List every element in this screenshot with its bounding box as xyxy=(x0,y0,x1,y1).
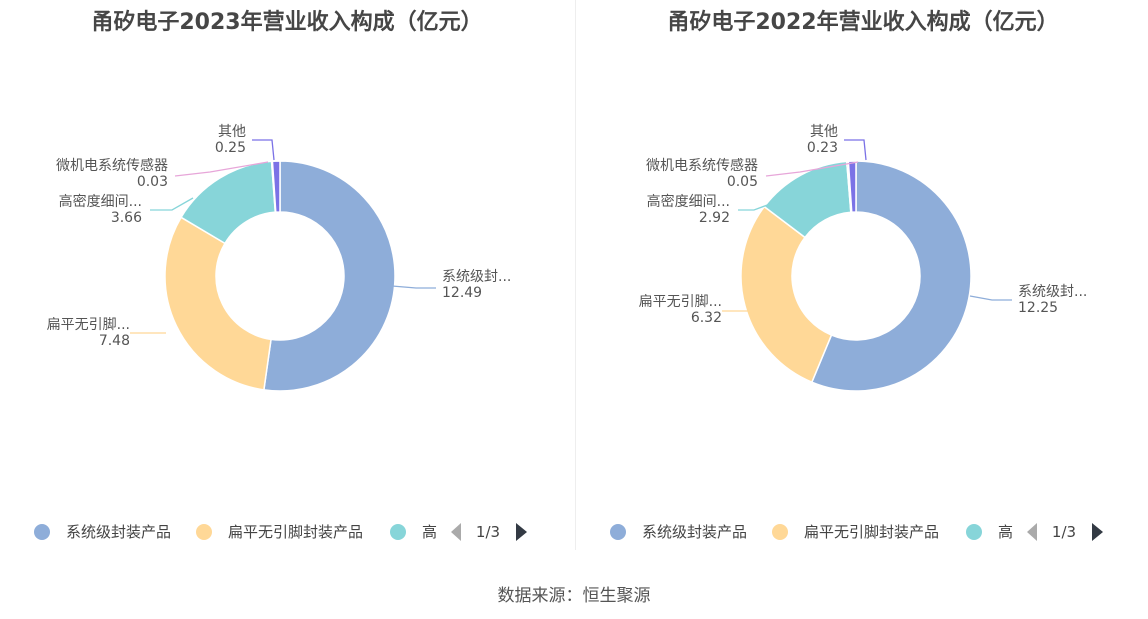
legend-item-label[interactable]: 系统级封装产品 xyxy=(642,523,747,541)
slice-label-name: 高密度细间... xyxy=(647,193,730,210)
slice-label-value: 12.49 xyxy=(442,285,482,301)
slice-label-value: 0.05 xyxy=(727,174,758,190)
pie-slice[interactable] xyxy=(263,160,396,392)
donut-chart-2022: 系统级封...12.25 扁平无引脚...6.32 高密度细间...2.92 微机电系… xyxy=(610,124,1103,541)
data-source: 数据来源：恒生聚源 xyxy=(497,586,651,606)
slice-label-value: 3.66 xyxy=(111,210,142,226)
label-leader-line xyxy=(765,161,859,177)
slice-label-name: 系统级封... xyxy=(1018,284,1087,300)
label-leader-line xyxy=(150,197,194,211)
legend-page-indicator: 1/3 xyxy=(1052,523,1076,541)
legend-marker[interactable] xyxy=(772,524,788,540)
label-leader-line xyxy=(844,139,867,161)
donut-slices xyxy=(164,160,396,392)
chart-panel-2022: 甬矽电子2022年营业收入构成（亿元） 系统级封... 12.25 扁平无引脚...… xyxy=(576,0,1148,560)
chart-title: 甬矽电子2023年营业收入构成（亿元） xyxy=(91,10,483,35)
pie-slice[interactable] xyxy=(271,160,281,213)
label-leader-line xyxy=(252,139,275,161)
slice-label-value: 0.25 xyxy=(215,140,246,156)
slice-label-value: 2.92 xyxy=(699,210,730,226)
pie-slice[interactable] xyxy=(810,160,972,392)
legend-item-label[interactable]: 系统级封装产品 xyxy=(66,523,171,541)
label-leader-line xyxy=(391,285,436,289)
slice-label-value: 7.48 xyxy=(99,333,130,349)
slice-label-name: 微机电系统传感器 xyxy=(646,157,758,174)
pie-slice[interactable] xyxy=(740,205,833,384)
slice-label-value: 6.32 xyxy=(691,310,722,326)
slice-label-name: 扁平无引脚... xyxy=(639,294,722,310)
slice-label-name: 高密度细间... xyxy=(59,193,142,210)
legend: 系统级封装产品 扁平无引脚封装产品 高 1/3 xyxy=(34,523,527,541)
legend: 系统级封装产品 扁平无引脚封装产品 高 1/3 xyxy=(610,523,1103,541)
slice-label-value: 12.25 xyxy=(1018,300,1058,316)
legend-item-label[interactable]: 扁平无引脚封装产品 xyxy=(228,523,363,541)
donut-chart-2023: 系统级封...12.49 扁平无引脚...7.48 高密度细间...3.66 微机电系… xyxy=(34,124,527,541)
legend-marker[interactable] xyxy=(390,524,406,540)
slice-label-name: 其他 xyxy=(810,124,838,140)
legend-item-label[interactable]: 高 xyxy=(422,523,437,541)
label-leader-line xyxy=(174,161,269,177)
legend-marker[interactable] xyxy=(196,524,212,540)
slice-label-value: 0.23 xyxy=(807,140,838,156)
slice-label-value: 0.03 xyxy=(137,174,168,190)
label-leader-line xyxy=(738,200,779,211)
legend-item-label[interactable]: 高 xyxy=(998,523,1013,541)
legend-prev-page-icon[interactable] xyxy=(451,523,461,541)
donut-slices xyxy=(740,160,972,392)
legend-marker[interactable] xyxy=(610,524,626,540)
chart-panel-2023: 甬矽电子2023年营业收入构成（亿元） 系统级封... 12.49 扁平无引脚...… xyxy=(0,0,574,560)
legend-prev-page-icon[interactable] xyxy=(1027,523,1037,541)
panel-divider xyxy=(575,0,576,550)
legend-marker[interactable] xyxy=(34,524,50,540)
slice-label-name: 微机电系统传感器 xyxy=(56,157,168,174)
pie-slice[interactable] xyxy=(164,216,272,391)
pie-slice[interactable] xyxy=(847,160,857,213)
label-leader-line xyxy=(969,295,1012,301)
slice-label-name: 扁平无引脚... xyxy=(47,317,130,333)
slice-label-name: 系统级封... xyxy=(442,269,511,285)
slice-label-name: 其他 xyxy=(218,124,246,140)
legend-marker[interactable] xyxy=(966,524,982,540)
legend-next-page-icon[interactable] xyxy=(516,523,527,541)
legend-next-page-icon[interactable] xyxy=(1092,523,1103,541)
legend-page-indicator: 1/3 xyxy=(476,523,500,541)
legend-item-label[interactable]: 扁平无引脚封装产品 xyxy=(804,523,939,541)
chart-title: 甬矽电子2022年营业收入构成（亿元） xyxy=(667,10,1059,35)
